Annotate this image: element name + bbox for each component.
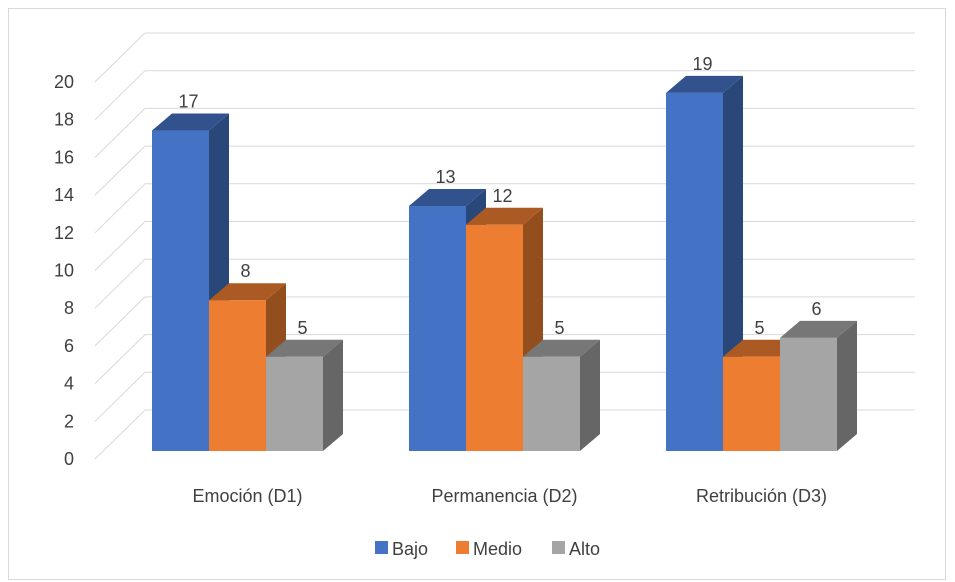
- y-tick-label: 10: [54, 261, 74, 281]
- y-tick-label: 16: [54, 147, 74, 167]
- gridline-diagonal: [94, 70, 146, 121]
- x-category-label: Emoción (D1): [192, 486, 302, 506]
- legend: Bajo Medio Alto: [375, 539, 600, 559]
- y-tick-label: 18: [54, 110, 74, 130]
- bar-top-bajo: [666, 75, 743, 93]
- data-label: 5: [754, 318, 764, 338]
- y-tick-label: 14: [54, 185, 74, 205]
- y-tick-label: 6: [64, 336, 74, 356]
- bar-side-alto: [837, 320, 857, 451]
- y-tick-label: 4: [64, 374, 74, 394]
- data-label: 12: [492, 186, 512, 206]
- bars: [152, 75, 857, 452]
- y-tick-label: 12: [54, 223, 74, 243]
- x-axis: Emoción (D1) Permanencia (D2) Retribución …: [192, 486, 827, 506]
- gridline-diagonal: [94, 409, 146, 460]
- legend-label-bajo: Bajo: [392, 539, 428, 559]
- bar-top-bajo: [409, 188, 486, 206]
- bar-top-alto: [266, 339, 343, 357]
- bar-alto: [523, 356, 580, 451]
- y-tick-label: 8: [64, 298, 74, 318]
- data-label: 6: [811, 299, 821, 319]
- gridline-diagonal: [94, 334, 146, 384]
- bar-top-bajo: [152, 113, 229, 131]
- y-axis: 0 2 4 6 8 10 12 14 16 18 20: [54, 72, 74, 469]
- gridline-diagonal: [94, 371, 146, 422]
- bar-side-alto: [580, 339, 600, 451]
- bar-medio: [466, 224, 523, 451]
- gridline-diagonal: [94, 32, 146, 83]
- bar-top-alto: [780, 320, 857, 338]
- y-tick-label: 0: [64, 449, 74, 469]
- bar-side-alto: [323, 339, 343, 451]
- y-tick-label: 2: [64, 411, 74, 431]
- data-label: 13: [435, 167, 455, 187]
- gridline-diagonal: [94, 296, 146, 347]
- legend-label-medio: Medio: [473, 539, 522, 559]
- bar-alto: [266, 356, 323, 451]
- data-label: 8: [240, 261, 250, 281]
- bar-bajo: [152, 130, 209, 452]
- gridline-diagonal: [94, 221, 146, 271]
- data-labels: 17 8 5 13 12 5 19 5 6: [178, 54, 821, 338]
- bar-top-medio: [466, 207, 543, 225]
- gridline-diagonal: [94, 145, 146, 196]
- bar-medio: [723, 356, 780, 451]
- data-label: 17: [178, 92, 198, 112]
- bar-medio: [209, 300, 266, 451]
- gridline-diagonal: [94, 108, 146, 158]
- gridline-diagonal: [94, 183, 146, 234]
- bar-top-alto: [523, 339, 600, 357]
- data-label: 5: [297, 318, 307, 338]
- bar-top-medio: [209, 283, 286, 301]
- x-category-label: Retribución (D3): [696, 486, 827, 506]
- bar-bajo: [666, 92, 723, 451]
- gridline-diagonal: [94, 258, 146, 309]
- legend-swatch-bajo: [375, 541, 388, 554]
- bar-alto: [780, 337, 837, 451]
- legend-swatch-medio: [456, 541, 469, 554]
- bar-bajo: [409, 205, 466, 451]
- x-category-label: Permanencia (D2): [431, 486, 577, 506]
- data-label: 19: [692, 54, 712, 74]
- data-label: 5: [554, 318, 564, 338]
- y-tick-label: 20: [54, 72, 74, 92]
- legend-swatch-alto: [552, 541, 565, 554]
- legend-label-alto: Alto: [569, 539, 600, 559]
